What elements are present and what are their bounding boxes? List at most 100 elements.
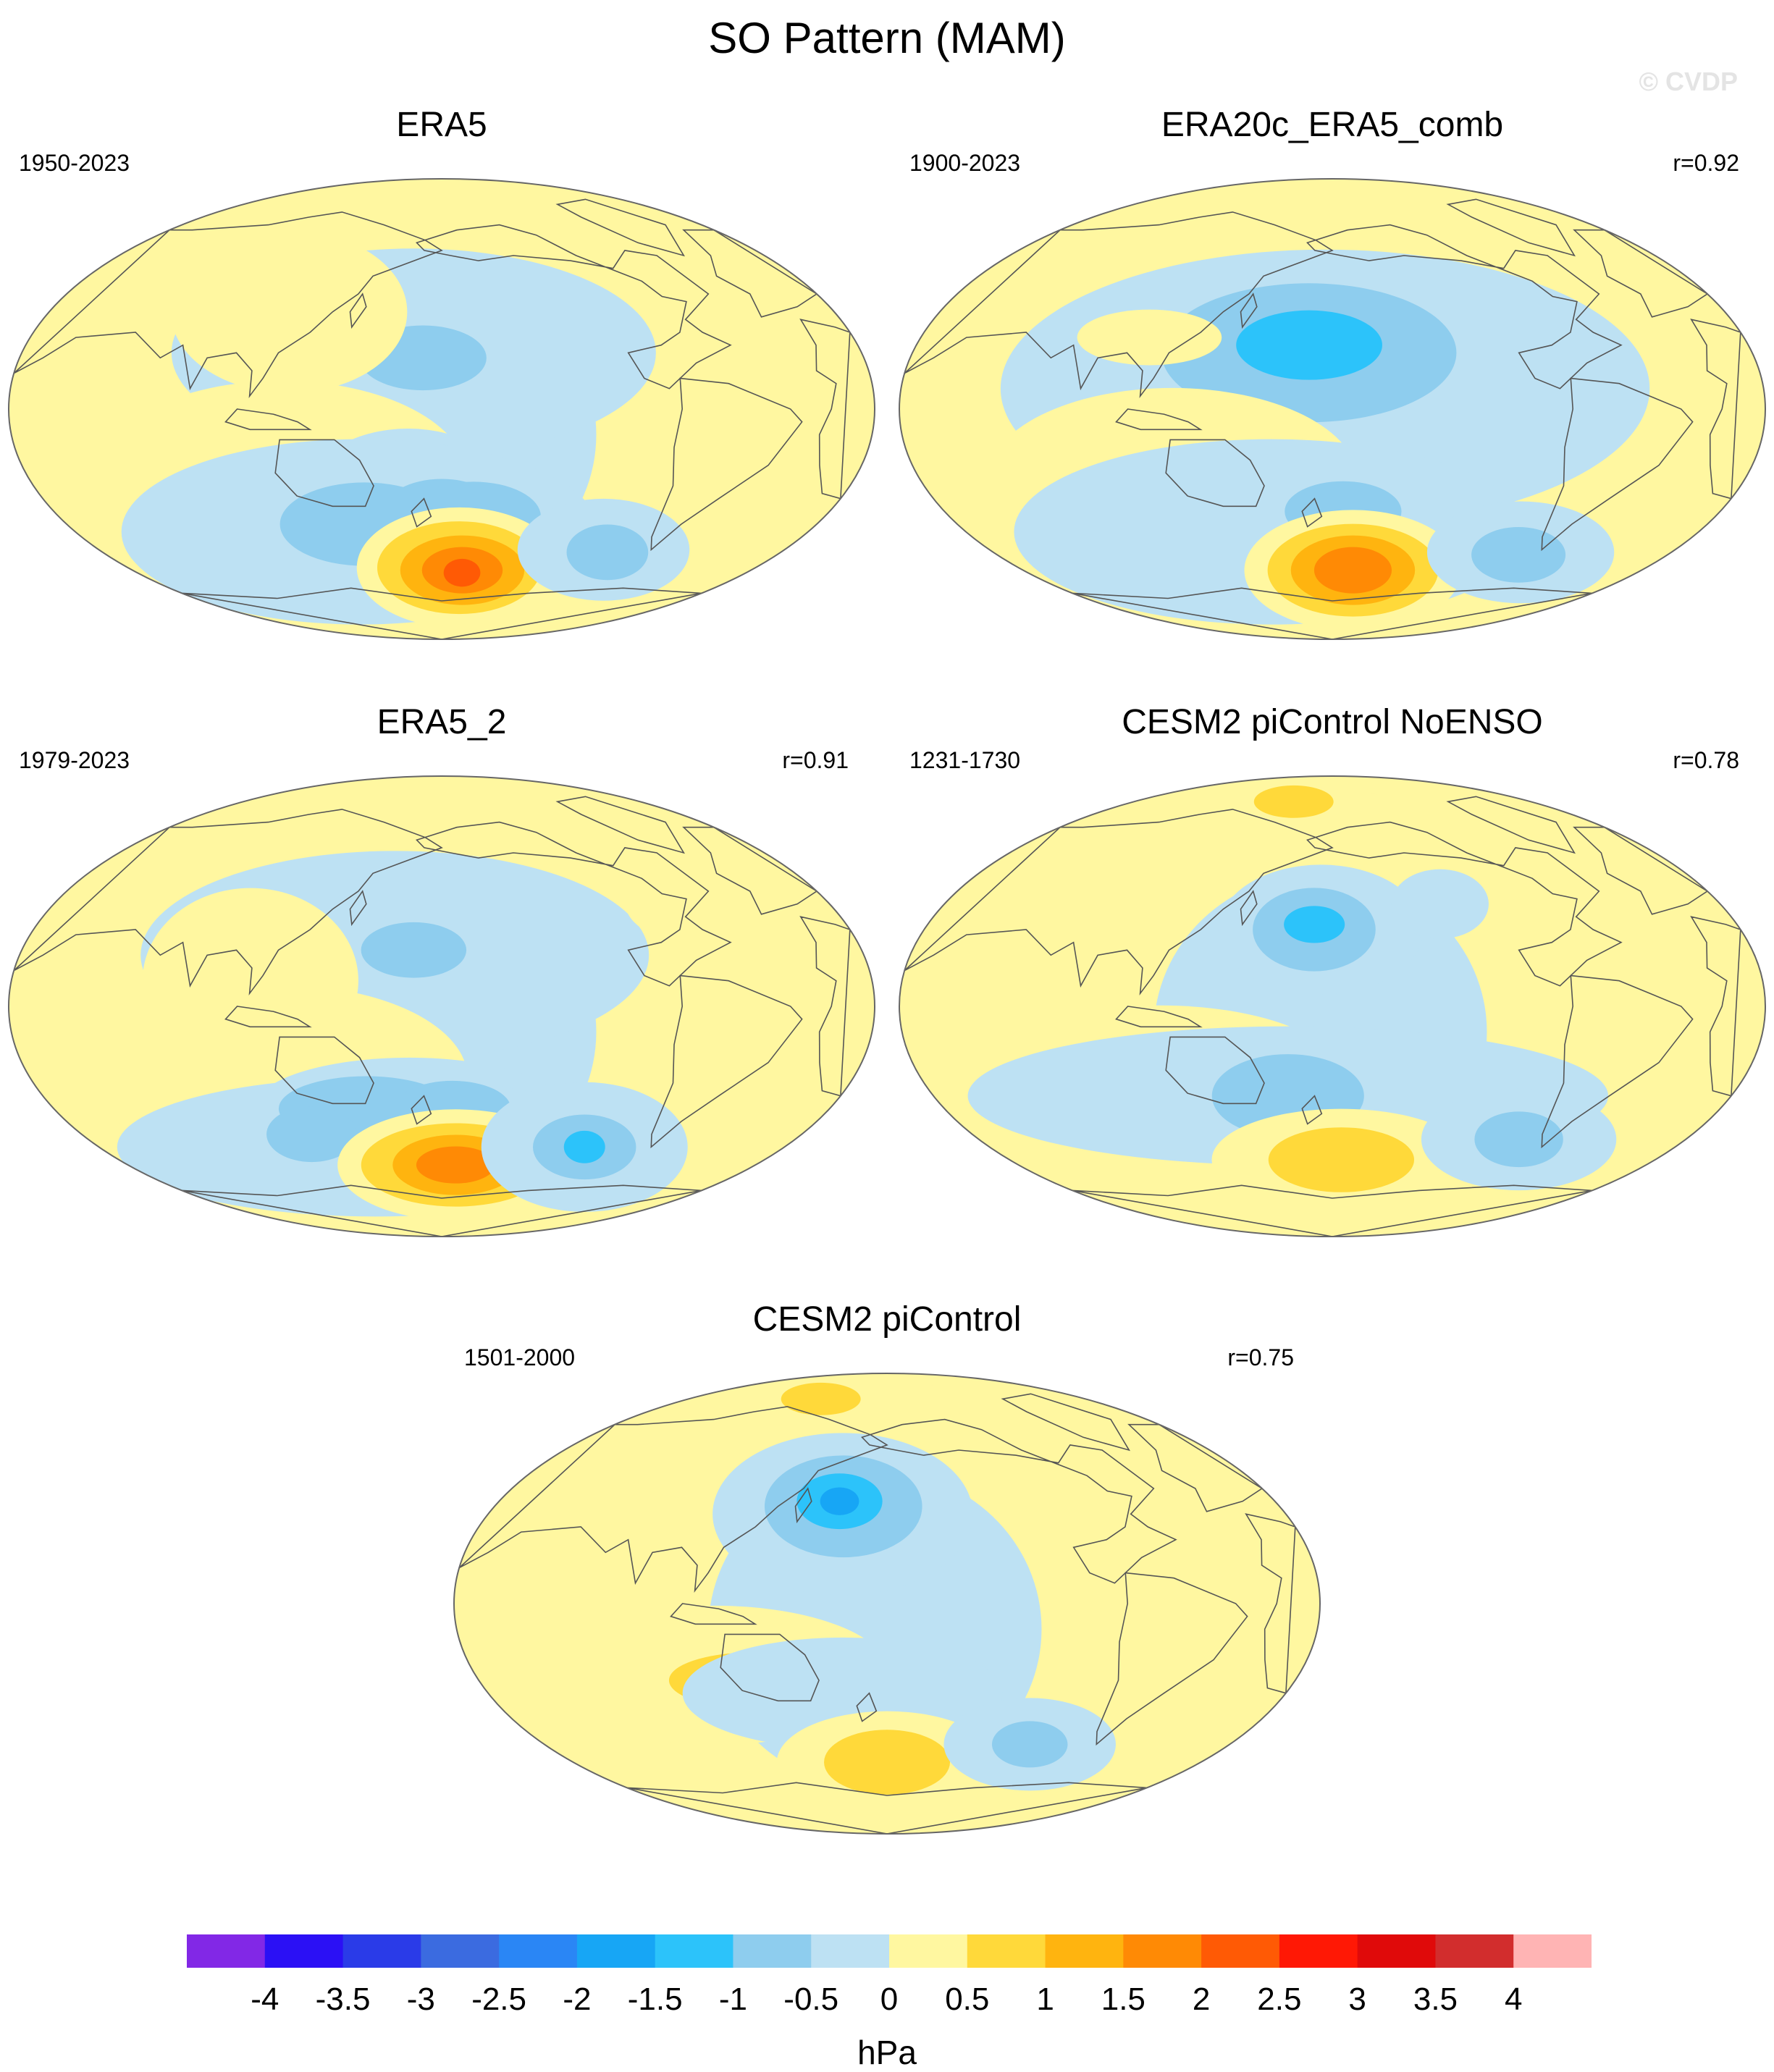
coastline — [1690, 319, 1741, 500]
panel-title: ERA5 — [396, 106, 487, 144]
anomaly-contour — [1268, 1127, 1415, 1192]
panel-title: ERA20c_ERA5_comb — [1161, 106, 1504, 144]
coastline — [1245, 1513, 1296, 1694]
coastline — [799, 319, 851, 500]
colorbar-swatch — [733, 1934, 812, 1968]
colorbar-swatch — [889, 1934, 968, 1968]
coastline — [416, 224, 732, 389]
map-border — [899, 178, 1766, 640]
coastline — [1240, 292, 1258, 329]
colorbar-swatch — [264, 1934, 344, 1968]
anomaly-contour — [625, 857, 840, 951]
colorbar-tick-label: -1.5 — [628, 1982, 683, 2017]
map-era20c — [899, 178, 1766, 640]
coastline — [182, 587, 702, 639]
colorbar-swatch — [967, 1934, 1046, 1968]
colorbar-tick-label: 0.5 — [945, 1982, 989, 2017]
coastline — [650, 377, 803, 552]
coastline — [182, 1184, 702, 1237]
coastline — [1072, 1184, 1592, 1237]
map-border — [899, 775, 1766, 1237]
colorbar-tick-label: -2 — [563, 1982, 591, 2017]
coastline — [1240, 890, 1258, 927]
coastline — [411, 1095, 432, 1125]
coastline — [670, 1603, 757, 1625]
panel-era5: ERA5 1950-2023 — [7, 105, 876, 670]
map-border — [8, 775, 875, 1237]
figure-title: SO Pattern (MAM) — [708, 14, 1066, 62]
colorbar-swatch — [499, 1934, 578, 1968]
map-era5-2 — [8, 775, 875, 1237]
anomaly-contour — [1253, 785, 1334, 818]
anomaly-contour — [1077, 309, 1222, 366]
coastline — [1573, 826, 1709, 915]
anomaly-contour — [1236, 310, 1382, 380]
anomaly-contour — [361, 922, 467, 978]
coastline — [224, 408, 312, 431]
coastline — [1301, 1095, 1323, 1125]
anomaly-contour — [443, 558, 481, 587]
coastline — [720, 1633, 820, 1702]
colorbar-swatch — [1123, 1934, 1202, 1968]
coastline — [1115, 408, 1203, 431]
anomaly-contour — [563, 1130, 605, 1163]
map-border — [8, 178, 875, 640]
colorbar-swatch — [1357, 1934, 1436, 1968]
colorbar-swatch — [1045, 1934, 1124, 1968]
panel-title: CESM2 piControl — [752, 1300, 1022, 1339]
coastline — [555, 796, 686, 854]
panel-period: 1950-2023 — [19, 150, 130, 176]
panel-period: 1979-2023 — [19, 747, 130, 773]
coastline — [861, 1418, 1177, 1584]
anomaly-contour — [1194, 179, 1464, 217]
colorbar-swatch — [655, 1934, 733, 1968]
colorbar-swatch — [342, 1934, 421, 1968]
panel-period: 1900-2023 — [909, 150, 1021, 176]
coastline — [1072, 587, 1592, 639]
colorbar-tick-label: -0.5 — [783, 1982, 838, 2017]
coastline — [627, 1782, 1147, 1834]
panel-era5-2: ERA5_2 1979-2023 r=0.91 — [7, 702, 876, 1267]
anomaly-contour — [1313, 547, 1392, 594]
panel-correlation: r=0.92 — [1673, 150, 1739, 176]
coastline — [1541, 974, 1694, 1149]
coastline — [1115, 1006, 1203, 1028]
colorbar-units: hPa — [857, 2034, 917, 2071]
colorbar-swatch — [1279, 1934, 1358, 1968]
coastline — [650, 974, 803, 1149]
colorbar-tick-label: 4 — [1505, 1982, 1522, 2017]
coastline — [1690, 916, 1741, 1097]
colorbar-swatch — [1435, 1934, 1514, 1968]
panel-cesm: CESM2 piControl 1501-2000 r=0.75 — [453, 1300, 1321, 1864]
coastline — [1541, 377, 1694, 552]
coastline — [794, 1487, 812, 1524]
coastline — [13, 211, 443, 399]
colorbar-tick-label: 3.5 — [1413, 1982, 1458, 2017]
panel-period: 1501-2000 — [464, 1344, 576, 1370]
watermark: © CVDP — [1639, 67, 1738, 96]
colorbar-tick-label: -3 — [407, 1982, 435, 2017]
coastline — [1301, 497, 1323, 528]
anomaly-contour — [171, 230, 408, 393]
anomaly-contour — [824, 1730, 950, 1795]
coastline — [416, 821, 732, 987]
anomaly-contour — [1474, 1111, 1563, 1168]
anomaly-contour — [266, 1106, 357, 1163]
coastline — [1165, 439, 1265, 508]
colorbar-swatch — [1201, 1934, 1280, 1968]
colorbar: -4 -3.5 -3 -2.5 -2 -1.5 -1 -0.5 0 0.5 1 1.5 2 2.5 3 3.5… — [187, 1934, 1592, 2017]
colorbar-tick-label: 0 — [880, 1982, 898, 2017]
colorbar-tick-label: -3.5 — [316, 1982, 371, 2017]
colorbar-swatch — [421, 1934, 500, 1968]
anomaly-contour — [820, 1487, 859, 1515]
colorbar-swatch — [1513, 1934, 1592, 1968]
colorbar-swatch — [187, 1934, 266, 1968]
panel-period: 1231-1730 — [909, 747, 1021, 773]
colorbar-tick-label: 1 — [1036, 1982, 1054, 2017]
map-cesm-noenso — [899, 775, 1766, 1237]
anomaly-contour — [416, 1146, 495, 1184]
colorbar-swatch — [576, 1934, 656, 1968]
colorbar-tick-label: 3 — [1348, 1982, 1366, 2017]
coastline — [904, 211, 1334, 399]
coastline — [13, 809, 443, 996]
